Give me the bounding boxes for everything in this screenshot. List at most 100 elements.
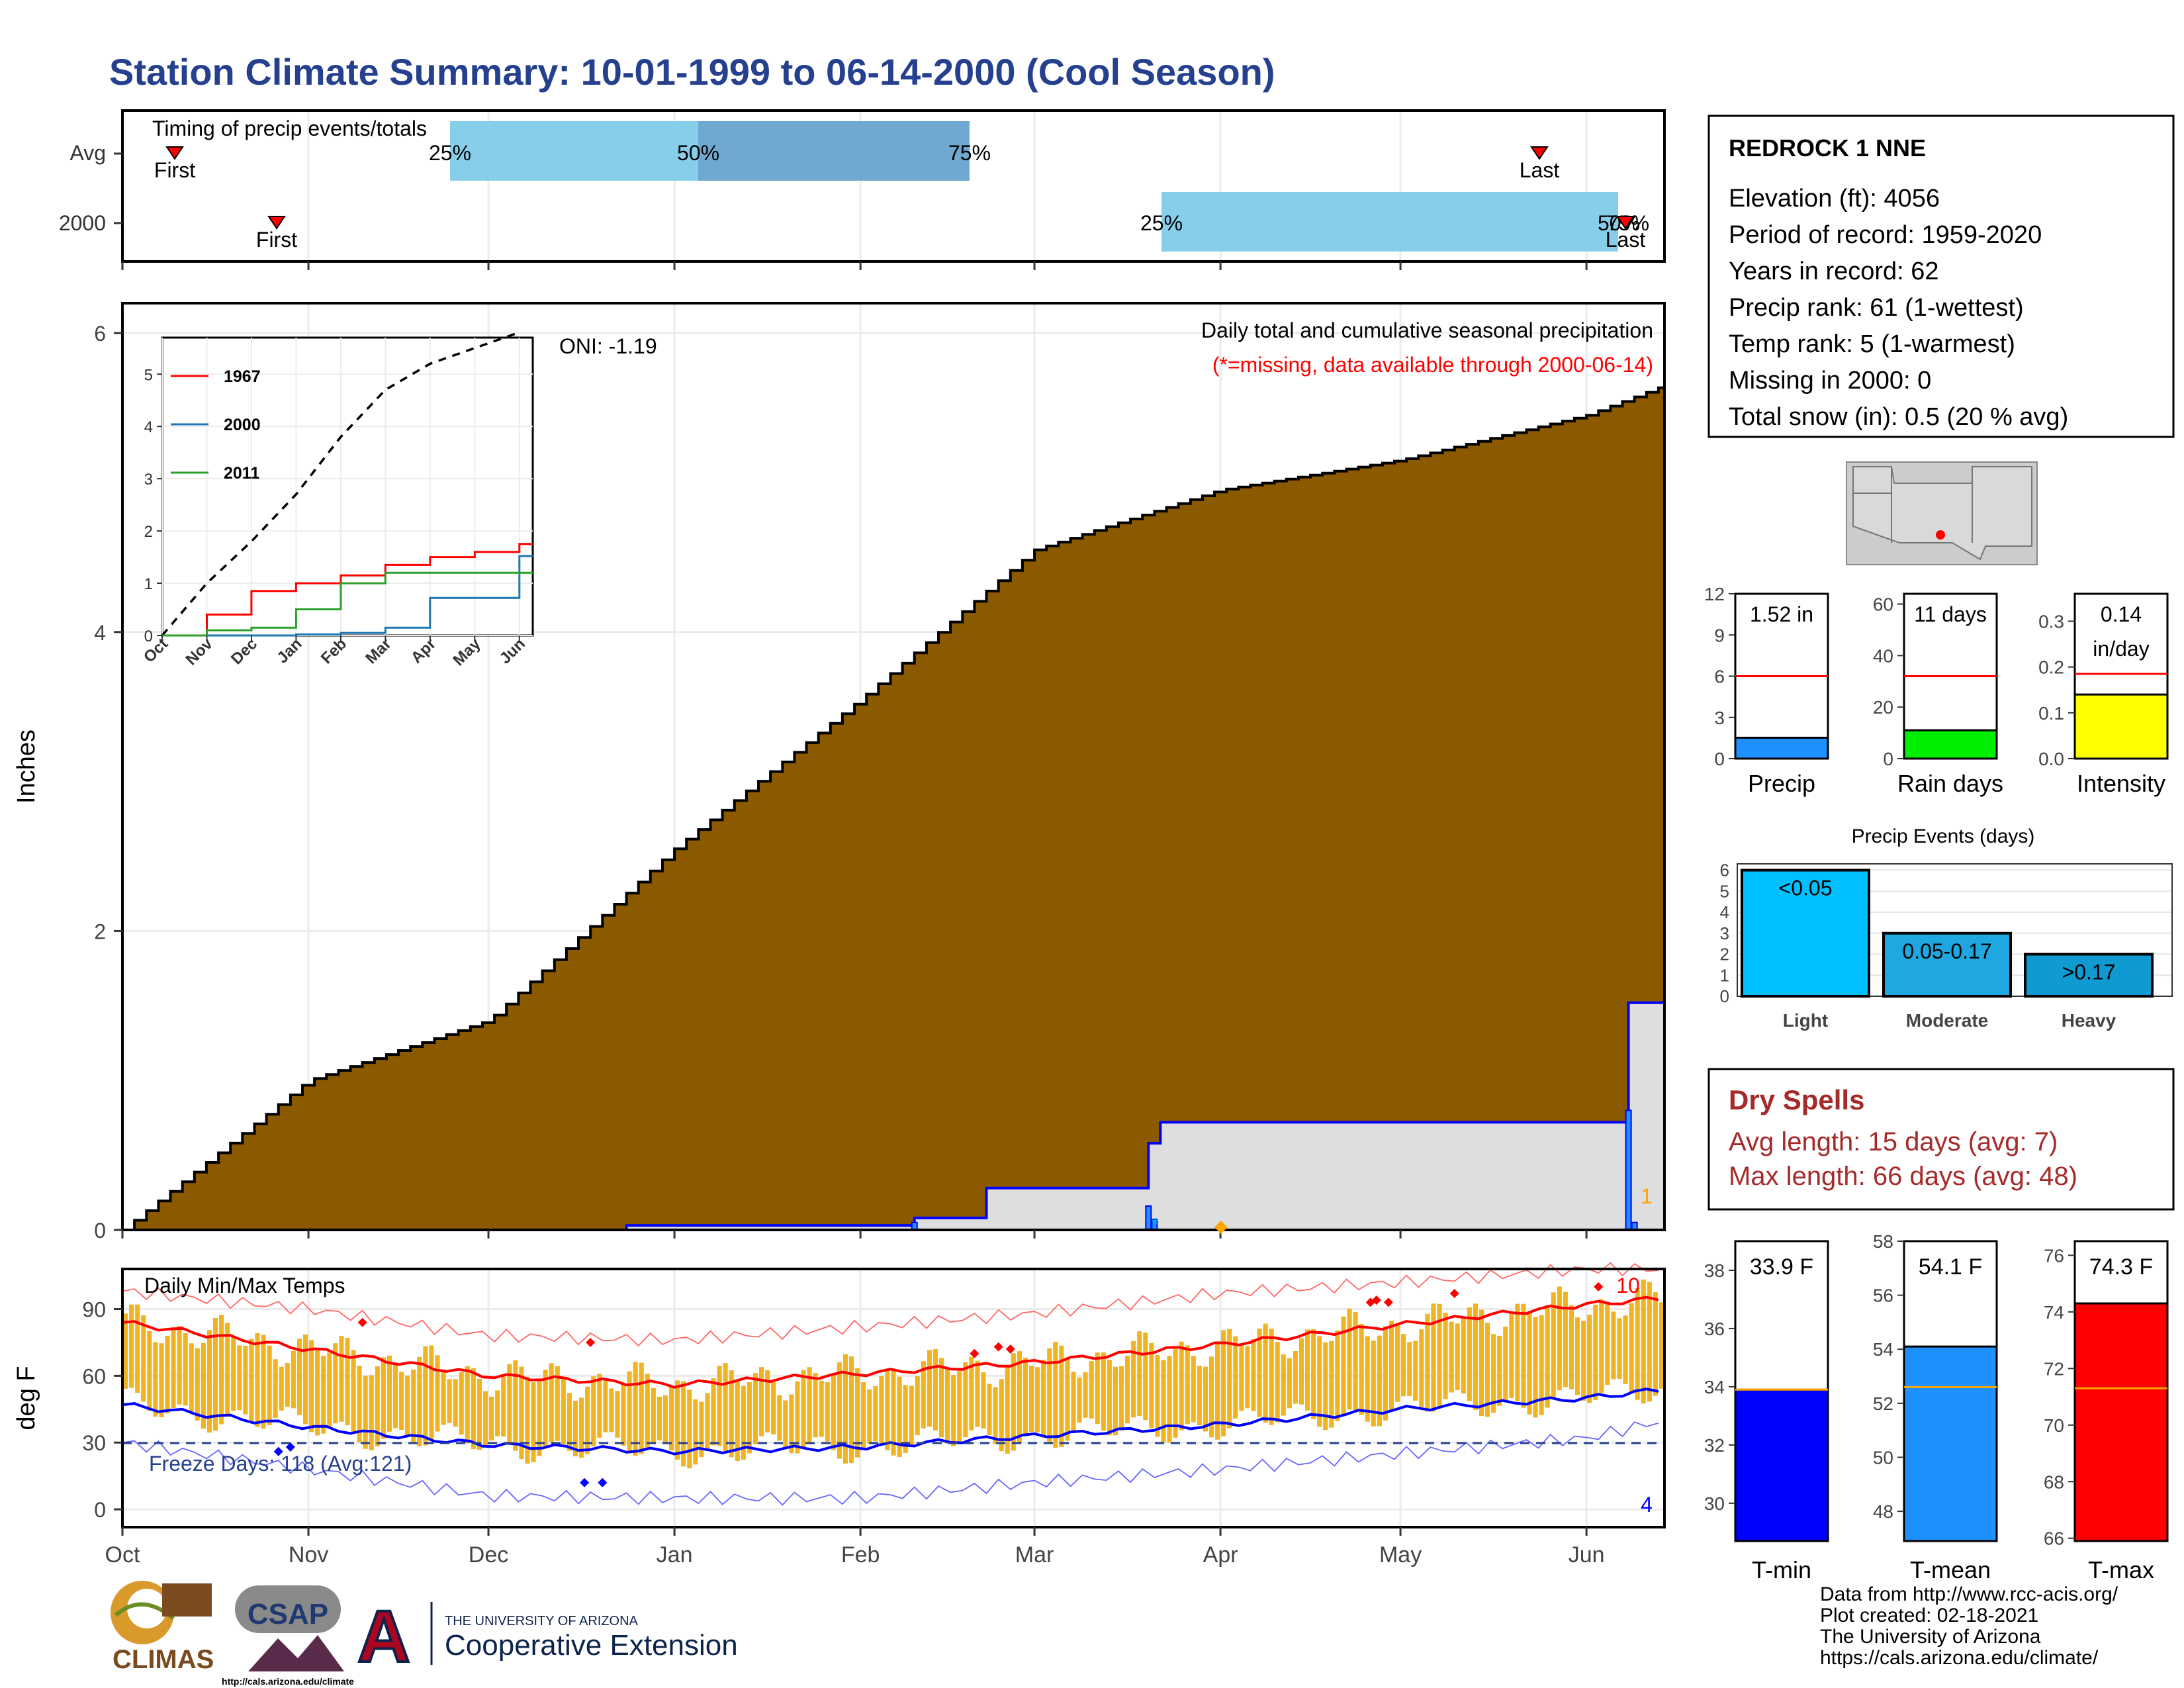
daily-temp-bar [945, 1369, 950, 1444]
temp-xtick-label: Jun [1569, 1542, 1605, 1568]
daily-temp-bar [183, 1333, 188, 1406]
daily-temp-bar [1191, 1356, 1196, 1423]
temp-xtick-label: Nov [289, 1542, 328, 1568]
inset-ytick-label: 3 [144, 471, 153, 489]
daily-temp-bar [1335, 1330, 1340, 1421]
daily-temp-bar [645, 1374, 650, 1449]
daily-temp-bar [1575, 1317, 1580, 1395]
daily-temp-bar [867, 1389, 872, 1444]
events-tick-label: 3 [1720, 923, 1729, 943]
daily-temp-bar [345, 1338, 350, 1426]
daily-temp-bar [315, 1350, 320, 1436]
locator-map [1846, 461, 2038, 565]
daily-temp-bar [1461, 1317, 1466, 1394]
daily-temp-bar [975, 1360, 980, 1427]
events-category-label: Moderate [1906, 1010, 1988, 1031]
daily-temp-bar [165, 1335, 170, 1414]
temp-xtick-label: May [1379, 1542, 1422, 1568]
daily-temp-bar [1329, 1340, 1334, 1428]
temp-summary-value-label: 54.1 F [1919, 1254, 1982, 1280]
station-box [1707, 115, 2175, 438]
daily-temp-bar [1419, 1329, 1424, 1407]
daily-temp-bar [212, 1318, 218, 1431]
temp-x-axis: Oct Nov Dec Jan Feb Mar Apr May Jun [105, 1527, 1605, 1568]
temp-ytick-label: 0 [94, 1498, 106, 1522]
record-low-marker [273, 1446, 283, 1456]
record-high-marker [1371, 1295, 1381, 1305]
small-bar-tick-label: 0.3 [2038, 612, 2064, 632]
daily-temp-bar [879, 1376, 884, 1444]
daily-temp-bar [1388, 1321, 1394, 1411]
daily-temp-bar [711, 1378, 716, 1446]
small-bar-tick-label: 0.0 [2038, 749, 2064, 769]
daily-temp-bar [1623, 1315, 1628, 1384]
daily-temp-bar [777, 1395, 782, 1441]
daily-temp-bar [351, 1350, 356, 1433]
precip-corner-count: 1 [1641, 1184, 1653, 1208]
daily-temp-bar [1521, 1303, 1526, 1408]
inset-legend-label: 2011 [224, 464, 259, 483]
daily-temp-bar [435, 1355, 440, 1432]
precip-panel: 0 2 4 6 Inches Daily total and cumulative s… [13, 302, 1666, 1243]
daily-temp-bar [933, 1349, 938, 1430]
temp-summary-tick-label: 72 [2044, 1358, 2064, 1379]
inset-ytick-label: 0 [144, 628, 153, 645]
daily-temp-bar [405, 1376, 410, 1436]
daily-temp-bar [291, 1350, 296, 1409]
daily-temp-bar [471, 1368, 476, 1450]
daily-temp-bar [1353, 1311, 1358, 1411]
daily-temp-bar [495, 1390, 500, 1436]
timing-month-ticks [121, 261, 1588, 270]
daily-temp-bar [273, 1359, 278, 1419]
small-bar-value-label: 11 days [1914, 602, 1987, 626]
daily-temp-bar [429, 1345, 434, 1440]
daily-temp-bar [285, 1363, 290, 1407]
small-bar-tick-label: 0.1 [2038, 703, 2064, 724]
daily-temp-bar [1611, 1311, 1616, 1380]
daily-temp-bar [891, 1368, 896, 1456]
university-logo: A THE UNIVERSITY OF ARIZONA Cooperative … [356, 1595, 737, 1679]
temp-summary-tick-label: 74 [2044, 1302, 2064, 1323]
station-period: Period of record: 1959-2020 [1729, 221, 2042, 249]
daily-temp-bar [171, 1327, 176, 1408]
precip-2000-area [122, 1001, 1666, 1231]
inset-series-line-2011 [162, 571, 533, 637]
precip-y-axis: 0 2 4 6 [94, 322, 122, 1243]
daily-temp-bar [1257, 1329, 1262, 1417]
small-bar-value [1903, 729, 1998, 760]
daily-temp-bar [825, 1382, 830, 1442]
small-bar-value [2073, 693, 2169, 760]
precip-frame [121, 302, 1666, 1231]
temp-summary-category-label: T-max [2088, 1556, 2154, 1583]
daily-temp-bar [531, 1382, 536, 1462]
daily-temp-bar [1377, 1335, 1382, 1427]
daily-temp-bar [1287, 1358, 1292, 1409]
daily-temp-bar [969, 1356, 974, 1431]
daily-temp-bar [783, 1400, 788, 1448]
small-bar-tick-label: 12 [1704, 584, 1725, 604]
small-bar-tick-label: 0.2 [2038, 657, 2064, 678]
inset-ytick-label: 4 [144, 418, 153, 436]
temp-title: Daily Min/Max Temps [144, 1274, 345, 1297]
daily-temp-bar [1527, 1311, 1532, 1415]
daily-temp-bar [411, 1369, 416, 1442]
timing-row-2000: 2000 [59, 211, 106, 235]
daily-temp-bar [482, 1391, 488, 1446]
daily-temp-bar [392, 1362, 398, 1429]
daily-temp-bar [1011, 1353, 1016, 1451]
temp-summary-value-label: 74.3 F [2089, 1254, 2153, 1280]
daily-temp-bar [1413, 1340, 1418, 1401]
daily-temp-bar [321, 1356, 326, 1434]
daily-temp-bar [123, 1313, 128, 1389]
daily-precip-bar [1625, 1109, 1632, 1231]
station-location-dot [1936, 530, 1945, 539]
temp-series-record-min [122, 1421, 1659, 1506]
daily-temp-bar [441, 1369, 446, 1425]
temp-y-axis: 0 30 60 90 [82, 1298, 122, 1522]
events-bar-text: <0.05 [1779, 876, 1833, 900]
station-temp-rank: Temp rank: 5 (1-warmest) [1729, 330, 2015, 358]
temp-series-avg-max [122, 1295, 1659, 1389]
daily-temp-bar [1023, 1357, 1028, 1436]
missing-marker-star: * [1152, 1214, 1158, 1234]
